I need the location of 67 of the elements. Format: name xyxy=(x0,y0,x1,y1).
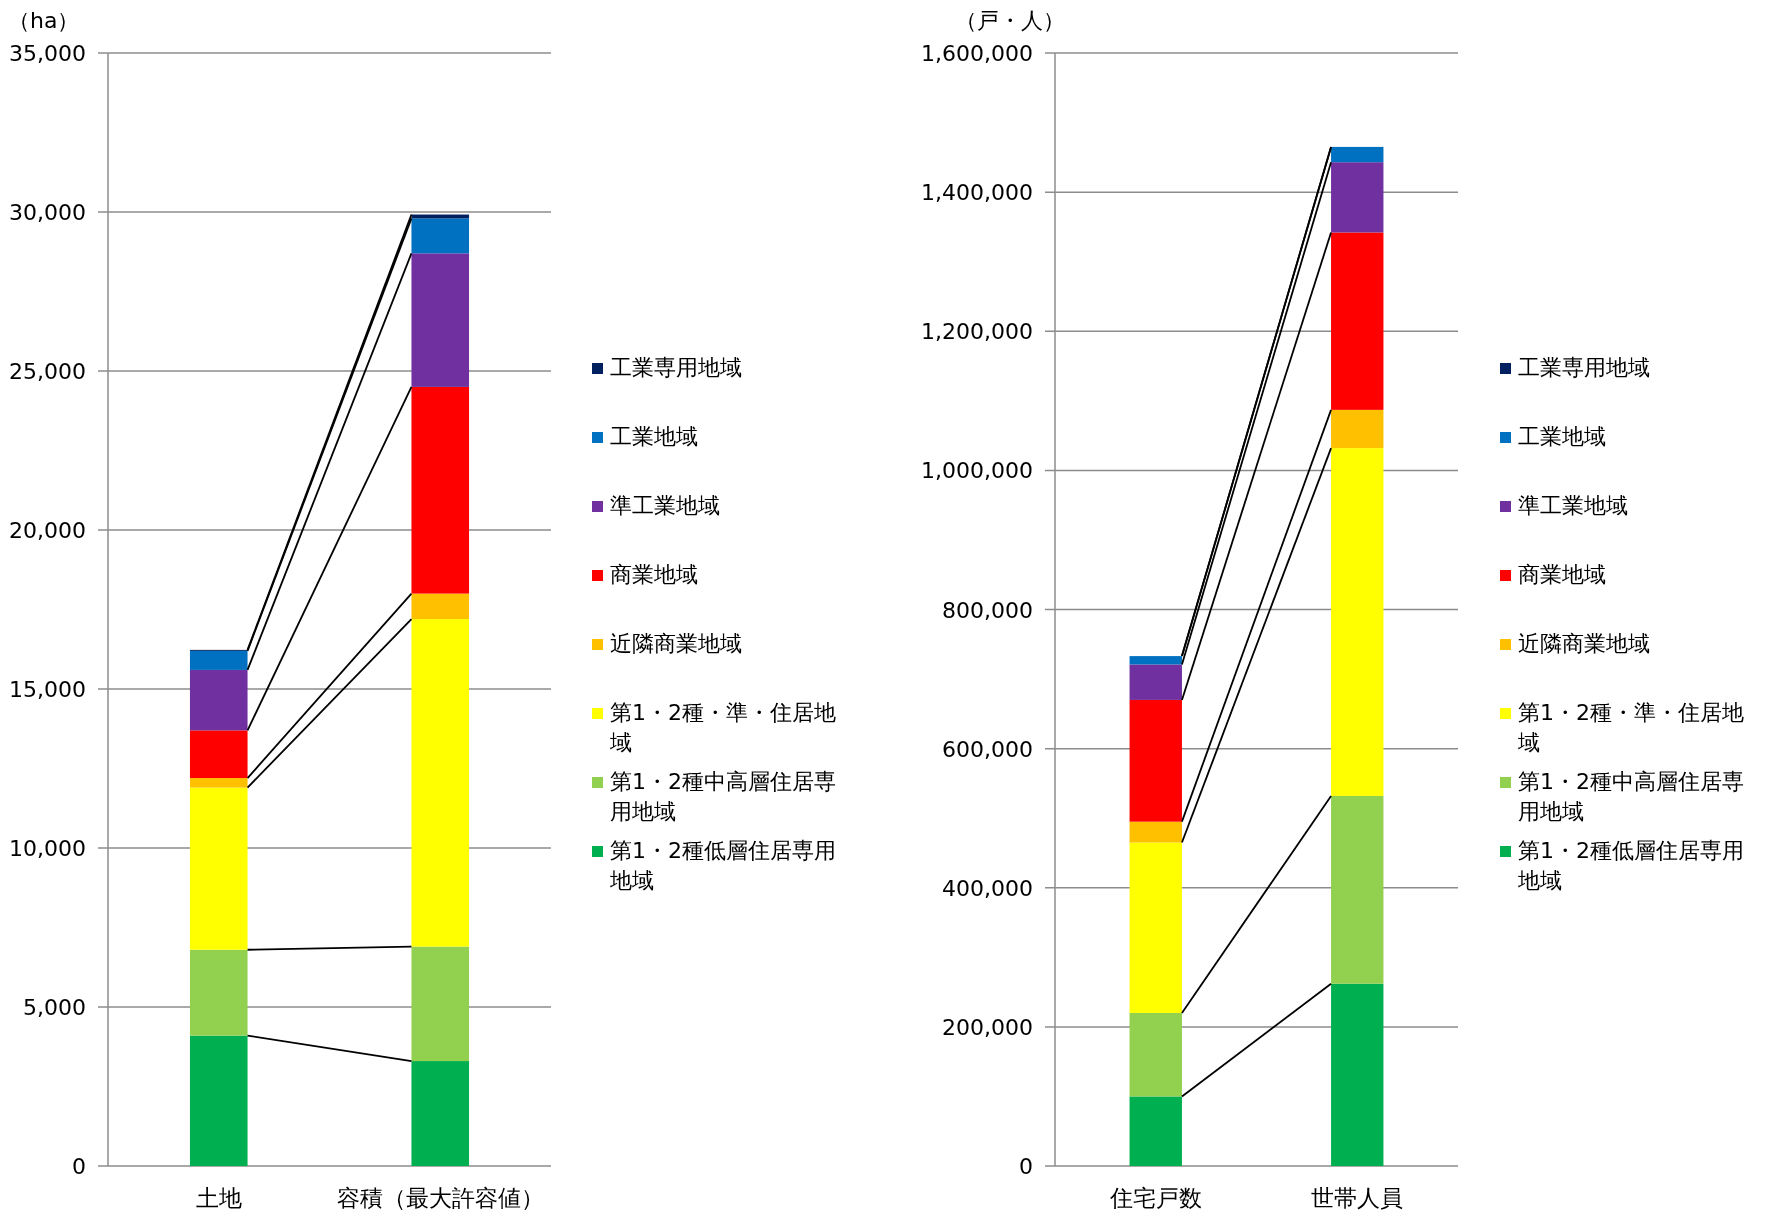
y-tick-label: 0 xyxy=(72,1154,86,1179)
x-tick-label: 世帯人員 xyxy=(1311,1185,1404,1211)
legend-label: 工業地域 xyxy=(610,424,698,449)
bar xyxy=(1331,409,1384,449)
bar xyxy=(1129,1096,1182,1166)
bar xyxy=(1129,1012,1182,1097)
legend-label: 近隣商業地域 xyxy=(610,631,742,656)
legend-label: 第1・2種・準・住居地域 xyxy=(1517,700,1744,755)
x-tick-label: 容積（最大許容値） xyxy=(336,1185,544,1211)
y-tick-label: 200,000 xyxy=(942,1014,1033,1040)
legend-label: 工業専用地域 xyxy=(610,355,742,380)
y-tick-label: 35,000 xyxy=(9,41,86,66)
legend-label: 商業地域 xyxy=(1518,562,1606,587)
legend-label: 工業地域 xyxy=(1518,424,1606,449)
bar xyxy=(189,730,248,779)
legend-label: 第1・2種低層住居専用地域 xyxy=(609,838,836,893)
y-tick-label: 800,000 xyxy=(942,597,1033,623)
legend-label: 第1・2種中高層住居専用地域 xyxy=(610,769,836,824)
bar xyxy=(189,787,248,950)
bar xyxy=(1331,983,1384,1166)
bar xyxy=(189,778,248,788)
x-tick-label: 土地 xyxy=(195,1185,242,1211)
y-tick-label: 0 xyxy=(1019,1154,1033,1179)
legend-label: 工業専用地域 xyxy=(1518,355,1650,380)
legend-label: 準工業地域 xyxy=(610,493,720,518)
bar xyxy=(189,949,248,1036)
y-tick-label: 5,000 xyxy=(23,995,86,1020)
bar xyxy=(189,669,248,731)
y-tick-label: 1,400,000 xyxy=(921,180,1033,206)
bar xyxy=(411,386,470,594)
bar xyxy=(1331,162,1384,233)
bar xyxy=(1129,664,1182,700)
y-tick-label: 25,000 xyxy=(9,359,86,384)
bar xyxy=(1129,699,1182,822)
bar xyxy=(1129,821,1182,843)
y-axis-title: （戸・人） xyxy=(955,8,1065,33)
legend-label: 商業地域 xyxy=(610,562,698,587)
bar xyxy=(411,946,470,1062)
bar xyxy=(411,619,470,947)
bar xyxy=(1129,842,1182,1013)
y-tick-label: 600,000 xyxy=(942,736,1033,762)
y-tick-label: 10,000 xyxy=(9,836,86,861)
bar xyxy=(411,253,470,387)
bar xyxy=(1331,448,1384,796)
bar xyxy=(189,650,248,670)
bar xyxy=(189,1035,248,1166)
y-tick-label: 1,600,000 xyxy=(921,41,1033,66)
y-tick-label: 30,000 xyxy=(9,200,86,225)
bar xyxy=(411,1061,470,1166)
y-tick-label: 20,000 xyxy=(9,518,86,543)
y-axis-title: （ha） xyxy=(8,8,80,33)
bar xyxy=(1129,656,1182,665)
bar xyxy=(1331,232,1384,410)
legend-label: 第1・2種低層住居専用地域 xyxy=(1517,838,1744,893)
x-tick-label: 住宅戸数 xyxy=(1108,1185,1202,1211)
bar xyxy=(1331,795,1384,984)
y-tick-label: 400,000 xyxy=(942,875,1033,901)
bar xyxy=(1331,146,1384,163)
y-tick-label: 1,200,000 xyxy=(921,319,1033,345)
y-tick-label: 15,000 xyxy=(9,677,86,702)
bar xyxy=(411,218,470,254)
legend-label: 近隣商業地域 xyxy=(1518,631,1650,656)
legend-label: 第1・2種・準・住居地域 xyxy=(609,700,836,755)
legend-label: 第1・2種中高層住居専用地域 xyxy=(1518,769,1744,824)
bar xyxy=(411,593,470,620)
y-tick-label: 1,000,000 xyxy=(921,458,1033,484)
legend-label: 準工業地域 xyxy=(1518,493,1628,518)
